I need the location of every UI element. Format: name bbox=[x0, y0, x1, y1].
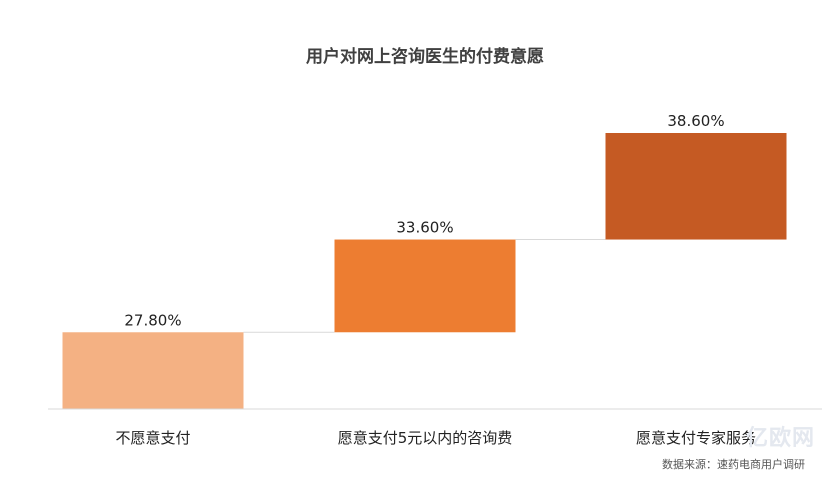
x-tick-label: 不愿意支付 bbox=[115, 429, 190, 447]
data-label: 38.60% bbox=[667, 112, 724, 130]
x-tick-label: 愿意支付专家服务 bbox=[636, 429, 756, 447]
watermark: 亿欧网 bbox=[746, 425, 815, 451]
bars-group: 27.80% 33.60% 38.60% bbox=[62, 112, 787, 409]
chart-title: 用户对网上咨询医生的付费意愿 bbox=[306, 46, 544, 67]
source-note: 数据来源：速药电商用户调研 bbox=[662, 457, 805, 471]
bar bbox=[334, 239, 516, 333]
data-label: 27.80% bbox=[124, 311, 181, 329]
bar bbox=[62, 332, 244, 409]
bar bbox=[605, 133, 787, 240]
x-axis-labels: 不愿意支付 愿意支付5元以内的咨询费 愿意支付专家服务 bbox=[115, 429, 756, 447]
x-tick-label: 愿意支付5元以内的咨询费 bbox=[338, 429, 513, 447]
data-label: 33.60% bbox=[396, 219, 453, 237]
